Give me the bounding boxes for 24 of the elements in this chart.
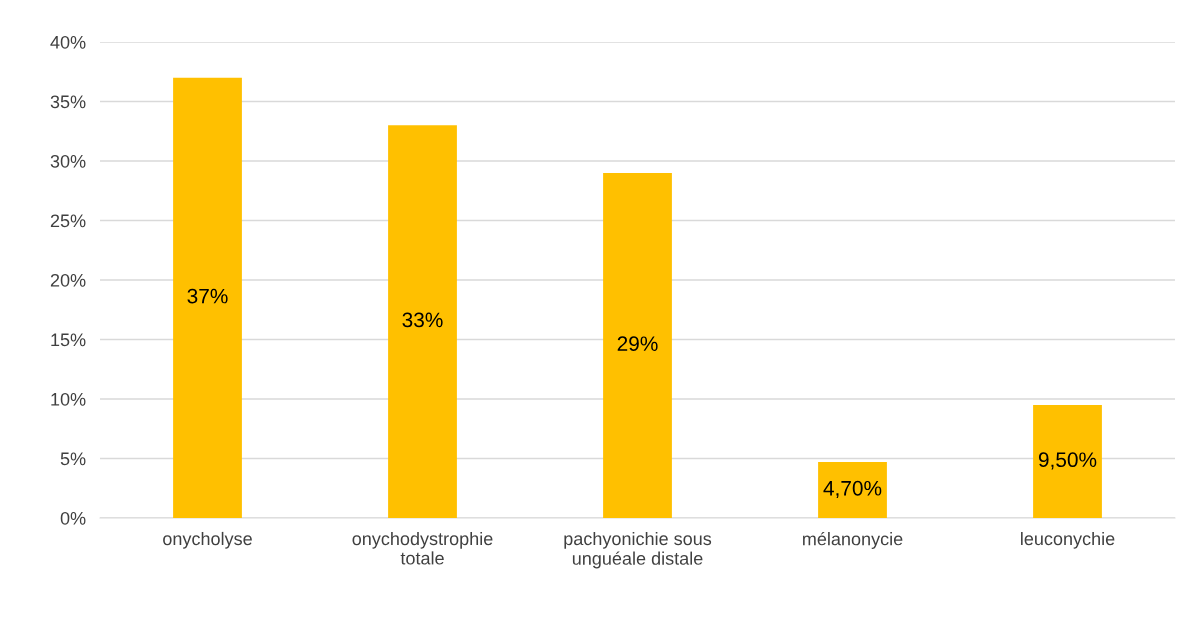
data-label: 33% bbox=[402, 312, 443, 328]
y-tick-label: 20% bbox=[50, 273, 86, 287]
x-tick-label: onychodystrophie totale bbox=[352, 531, 493, 565]
x-tick-label: pachyonichie sous unguéale distale bbox=[564, 531, 712, 569]
data-label: 4,70% bbox=[823, 480, 882, 499]
data-label: 37% bbox=[187, 288, 228, 304]
data-label: 9,50% bbox=[1038, 452, 1097, 470]
y-tick-label: 25% bbox=[50, 214, 86, 228]
y-tick-label: 15% bbox=[51, 333, 86, 347]
bar bbox=[388, 125, 457, 518]
bar bbox=[818, 462, 887, 518]
y-tick-label: 30% bbox=[50, 154, 86, 168]
bar bbox=[603, 172, 672, 518]
data-label: 29% bbox=[617, 336, 658, 352]
x-tick-label: leuconychie bbox=[1021, 531, 1115, 549]
y-tick-label: 35% bbox=[50, 95, 86, 109]
y-tick-label: 0% bbox=[60, 511, 86, 525]
y-tick-label: 5% bbox=[60, 452, 86, 466]
bar bbox=[1033, 404, 1102, 518]
bar bbox=[173, 77, 242, 518]
y-tick-label: 40% bbox=[50, 35, 86, 49]
x-tick-label: mélanonycie bbox=[803, 531, 903, 549]
x-tick-label: onycholyse bbox=[163, 531, 252, 549]
y-tick-label: 10% bbox=[51, 392, 86, 406]
